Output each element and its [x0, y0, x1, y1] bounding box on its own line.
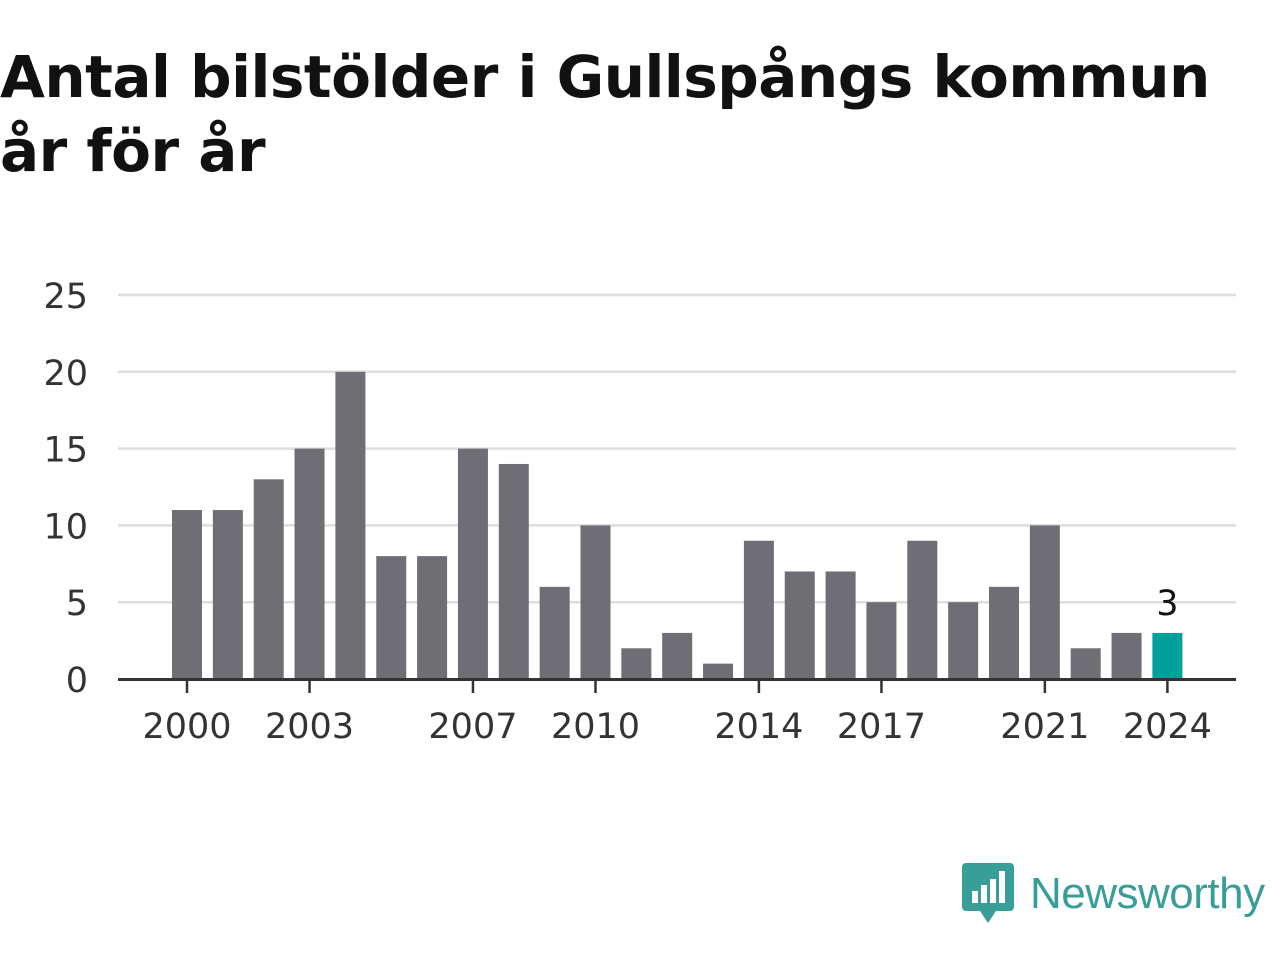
bar-2017: [866, 602, 897, 679]
bar-2007: [457, 448, 488, 679]
y-tick-label: 20: [43, 354, 88, 394]
y-tick-label: 15: [43, 431, 88, 471]
x-tick-label: 2010: [551, 707, 640, 747]
bar-2021: [1029, 525, 1060, 679]
x-axis: 2000 2003 2007 2010 2014 2017 2021 2024: [118, 678, 1236, 747]
x-tick-label: 2021: [1000, 707, 1089, 747]
bar-2024: [1152, 632, 1183, 679]
bar-2003: [294, 448, 325, 679]
chart-title: Antal bilstölder i Gullspångs kommun år …: [0, 43, 1210, 185]
bar-2019: [948, 602, 979, 679]
y-tick-label: 25: [43, 277, 88, 317]
brand-logo: Newsworthy: [962, 862, 1265, 926]
bar-2013: [703, 663, 734, 679]
y-tick-label: 5: [66, 584, 88, 624]
bar-2000: [172, 510, 202, 679]
bar-2020: [989, 586, 1019, 679]
bar-2018: [907, 540, 938, 679]
x-tick-label: 2003: [265, 707, 354, 747]
y-tick-label: 10: [43, 507, 88, 547]
x-tick-label: 2014: [714, 707, 803, 747]
bar-2023: [1111, 632, 1142, 679]
bar-2016: [825, 571, 856, 679]
brand-name: Newsworthy: [1030, 869, 1265, 918]
bar-2004: [335, 371, 366, 679]
bar-2022: [1070, 648, 1101, 679]
x-tick-label: 2024: [1123, 707, 1212, 747]
bar-2014: [743, 540, 774, 679]
bar-2002: [253, 479, 284, 679]
x-tick-label: 2007: [428, 707, 517, 747]
bar-2005: [376, 556, 407, 679]
gridlines: [118, 293, 1236, 604]
annotations: 3: [1156, 584, 1178, 624]
y-axis-labels: 0 5 10 15 20 25: [43, 277, 88, 701]
bar-2009: [539, 586, 570, 679]
bars: [172, 371, 1183, 679]
bar-2010: [580, 525, 611, 679]
bar-2011: [621, 648, 652, 679]
bar-2001: [212, 510, 243, 679]
bar-2006: [417, 556, 448, 679]
bar-2008: [498, 463, 529, 679]
bar-2012: [662, 632, 693, 679]
newsworthy-logo-icon: [962, 863, 1014, 923]
x-tick-label: 2017: [837, 707, 926, 747]
data-label-2024: 3: [1156, 584, 1178, 624]
x-tick-label: 2000: [142, 707, 231, 747]
bar-2015: [784, 571, 815, 679]
y-tick-label: 0: [66, 661, 88, 701]
